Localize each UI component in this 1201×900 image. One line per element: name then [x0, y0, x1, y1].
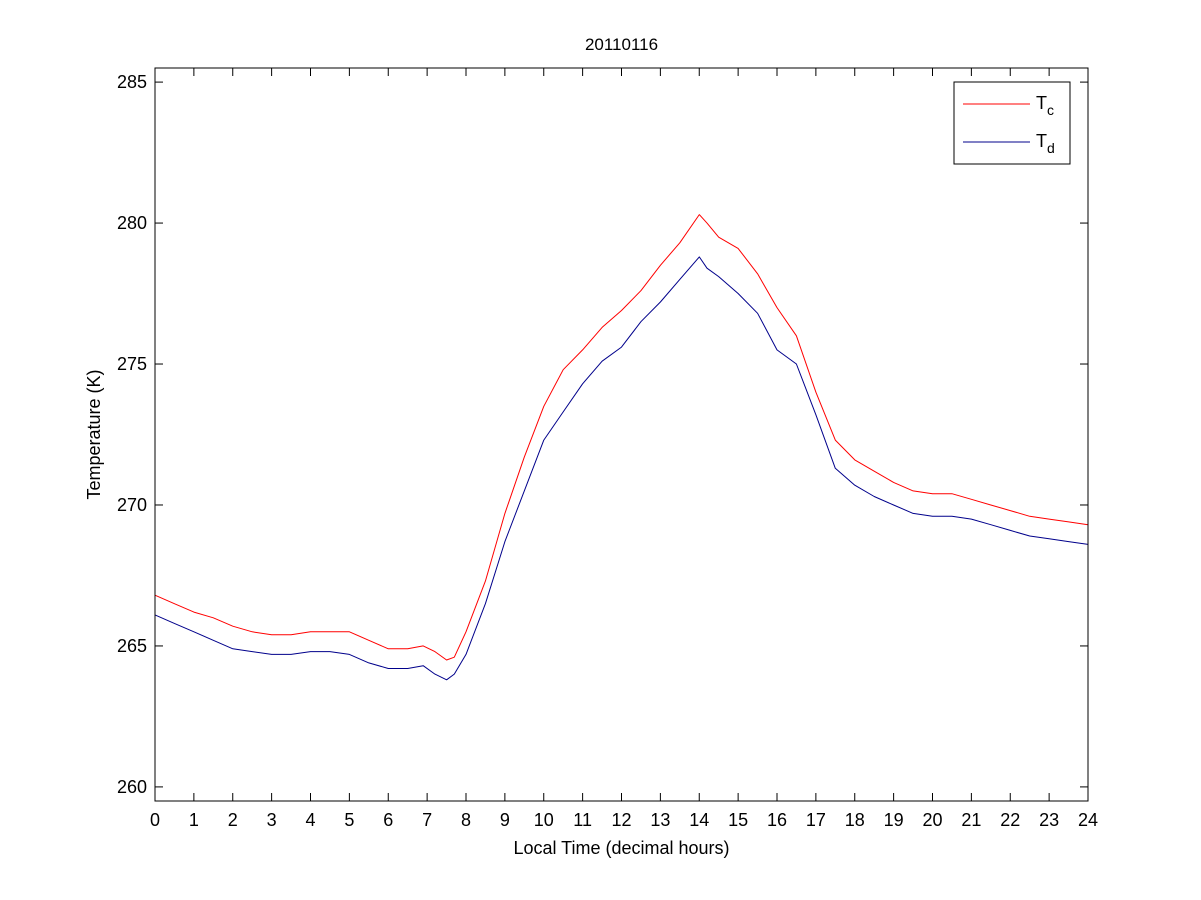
- legend-label-td-name: T: [1036, 131, 1047, 151]
- chart-title: 20110116: [585, 35, 658, 54]
- x-tick-label: 7: [422, 810, 432, 830]
- legend-label-td: Td: [1036, 131, 1055, 156]
- legend-label-tc-name: T: [1036, 93, 1047, 113]
- legend-label-td-subscript: d: [1047, 140, 1055, 156]
- x-tick-label: 20: [922, 810, 942, 830]
- plot-frame: [154, 67, 1089, 802]
- x-tick-label: 17: [806, 810, 826, 830]
- x-axis-label: Local Time (decimal hours): [513, 838, 729, 858]
- series-layer: [154, 214, 1089, 681]
- x-tick-label: 13: [650, 810, 670, 830]
- x-tick-label: 6: [383, 810, 393, 830]
- plot-area: [155, 68, 1088, 801]
- x-tick-label: 1: [189, 810, 199, 830]
- x-tick-label: 14: [689, 810, 709, 830]
- x-tick-label: 10: [534, 810, 554, 830]
- y-tick-label: 265: [117, 636, 147, 656]
- x-tick-label: 15: [728, 810, 748, 830]
- y-tick-label: 275: [117, 354, 147, 374]
- y-axis: 260 265 270 275 280 285: [117, 72, 1088, 797]
- x-axis: 0 1 2 3 4 5 6 7 8 9 10 11 12 13 14 15 16 17 18 19 20 21 22 23 24: [150, 68, 1098, 830]
- y-axis-label: Temperature (K): [84, 369, 104, 499]
- x-tick-label: 23: [1039, 810, 1059, 830]
- legend-label-tc-subscript: c: [1047, 102, 1054, 118]
- x-tick-label: 16: [767, 810, 787, 830]
- x-tick-label: 3: [267, 810, 277, 830]
- legend-label-tc: Tc: [1036, 93, 1054, 118]
- y-tick-label: 285: [117, 72, 147, 92]
- x-tick-label: 5: [344, 810, 354, 830]
- x-tick-label: 24: [1078, 810, 1098, 830]
- x-tick-label: 2: [228, 810, 238, 830]
- x-tick-label: 8: [461, 810, 471, 830]
- x-tick-label: 0: [150, 810, 160, 830]
- y-tick-label: 260: [117, 777, 147, 797]
- legend: Tc Td: [953, 81, 1071, 165]
- x-tick-label: 9: [500, 810, 510, 830]
- x-tick-label: 4: [305, 810, 315, 830]
- x-tick-label: 18: [845, 810, 865, 830]
- y-tick-label: 280: [117, 213, 147, 233]
- y-tick-label: 270: [117, 495, 147, 515]
- series-line-td: [154, 256, 1089, 681]
- series-line-tc: [154, 214, 1089, 661]
- x-tick-label: 21: [961, 810, 981, 830]
- x-tick-label: 22: [1000, 810, 1020, 830]
- legend-box: [953, 81, 1071, 165]
- x-tick-label: 11: [573, 810, 592, 830]
- x-tick-label: 19: [884, 810, 904, 830]
- x-tick-label: 12: [611, 810, 631, 830]
